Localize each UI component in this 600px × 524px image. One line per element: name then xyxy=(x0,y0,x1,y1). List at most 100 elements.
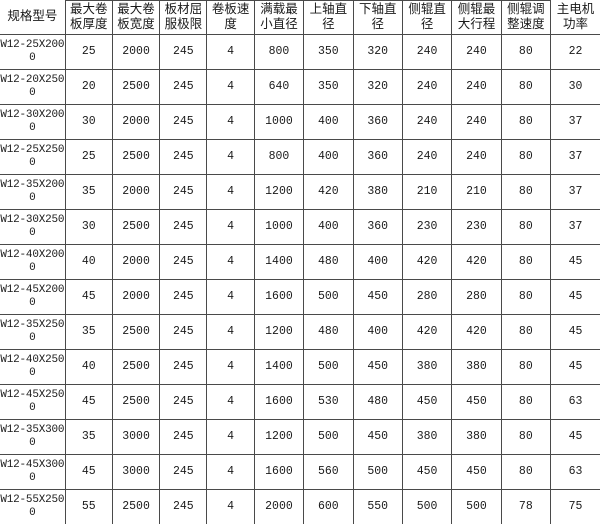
cell-value: 2500 xyxy=(111,348,161,385)
cell-value: 35 xyxy=(64,418,113,455)
cell-value: 2500 xyxy=(111,68,161,105)
table-body: W12-25X2000 25 2000 245 4 800 350 320 240 240 80 22… xyxy=(0,33,600,524)
cell-value: 245 xyxy=(159,418,208,455)
cell-value: 2000 xyxy=(253,488,305,524)
cell-value: 500 xyxy=(303,348,354,385)
cell-value: 3000 xyxy=(111,418,161,455)
cell-value: 450 xyxy=(352,278,403,315)
column-header-side-roll-diameter: 侧辊直径 xyxy=(401,0,453,35)
cell-value: 4 xyxy=(206,103,255,140)
cell-value: 280 xyxy=(401,278,453,315)
cell-value: 450 xyxy=(451,453,502,490)
cell-value: 4 xyxy=(206,33,255,70)
cell-value: 450 xyxy=(352,418,403,455)
cell-value: 450 xyxy=(401,383,453,420)
cell-value: 80 xyxy=(500,208,552,245)
cell-model: W12-20X2500 xyxy=(0,68,66,105)
cell-value: 245 xyxy=(159,173,208,210)
table-row: W12-45X2000 45 2000 245 4 1600 500 450 280 280 80 4… xyxy=(0,278,600,315)
column-header-side-roll-adjust-speed: 侧辊调整速度 xyxy=(500,0,552,35)
cell-value: 640 xyxy=(253,68,305,105)
cell-value: 30 xyxy=(64,103,113,140)
cell-value: 450 xyxy=(352,348,403,385)
cell-value: 80 xyxy=(500,418,552,455)
cell-value: 80 xyxy=(500,453,552,490)
cell-value: 45 xyxy=(64,278,113,315)
cell-value: 2500 xyxy=(111,313,161,350)
cell-value: 45 xyxy=(64,453,113,490)
cell-value: 245 xyxy=(159,488,208,524)
cell-value: 240 xyxy=(401,138,453,175)
cell-value: 80 xyxy=(500,383,552,420)
cell-value: 380 xyxy=(451,348,502,385)
cell-value: 245 xyxy=(159,33,208,70)
cell-value: 360 xyxy=(352,208,403,245)
cell-value: 245 xyxy=(159,68,208,105)
cell-model: W12-55X2500 xyxy=(0,488,66,524)
cell-value: 210 xyxy=(401,173,453,210)
cell-value: 30 xyxy=(550,68,600,105)
column-header-main-motor-power: 主电机功率 xyxy=(550,0,600,35)
cell-value: 80 xyxy=(500,313,552,350)
column-header-full-load-min-diameter: 满载最小直径 xyxy=(253,0,305,35)
cell-model: W12-40X2500 xyxy=(0,348,66,385)
cell-value: 1200 xyxy=(253,418,305,455)
table-header-row: 规格型号 最大卷板厚度 最大卷板宽度 板材屈服极限 卷板速度 满载最小直径 上轴… xyxy=(0,0,600,35)
cell-value: 45 xyxy=(550,313,600,350)
cell-value: 400 xyxy=(352,313,403,350)
table-row: W12-35X3000 35 3000 245 4 1200 500 450 380 380 80 4… xyxy=(0,418,600,455)
cell-value: 1400 xyxy=(253,243,305,280)
cell-value: 245 xyxy=(159,313,208,350)
cell-value: 245 xyxy=(159,208,208,245)
column-header-side-roll-max-stroke: 侧辊最大行程 xyxy=(451,0,502,35)
cell-model: W12-30X2500 xyxy=(0,208,66,245)
column-header-rolling-speed: 卷板速度 xyxy=(206,0,255,35)
cell-value: 1600 xyxy=(253,453,305,490)
cell-value: 230 xyxy=(451,208,502,245)
cell-value: 80 xyxy=(500,173,552,210)
cell-value: 600 xyxy=(303,488,354,524)
cell-value: 360 xyxy=(352,138,403,175)
cell-model: W12-35X2500 xyxy=(0,313,66,350)
cell-value: 420 xyxy=(401,313,453,350)
cell-value: 2500 xyxy=(111,138,161,175)
cell-model: W12-45X2000 xyxy=(0,278,66,315)
cell-model: W12-35X2000 xyxy=(0,173,66,210)
cell-model: W12-30X2000 xyxy=(0,103,66,140)
cell-value: 1400 xyxy=(253,348,305,385)
cell-value: 1000 xyxy=(253,208,305,245)
cell-value: 240 xyxy=(451,68,502,105)
cell-value: 35 xyxy=(64,313,113,350)
cell-value: 4 xyxy=(206,418,255,455)
cell-value: 550 xyxy=(352,488,403,524)
cell-value: 1000 xyxy=(253,103,305,140)
cell-value: 245 xyxy=(159,138,208,175)
cell-value: 500 xyxy=(303,418,354,455)
cell-value: 80 xyxy=(500,348,552,385)
table-row: W12-55X2500 55 2500 245 4 2000 600 550 500 500 78 7… xyxy=(0,488,600,524)
column-header-max-plate-thickness: 最大卷板厚度 xyxy=(64,0,113,35)
cell-value: 420 xyxy=(401,243,453,280)
cell-value: 1600 xyxy=(253,278,305,315)
table-row: W12-45X2500 45 2500 245 4 1600 530 480 450 450 80 6… xyxy=(0,383,600,420)
cell-value: 45 xyxy=(550,243,600,280)
cell-value: 4 xyxy=(206,383,255,420)
cell-value: 480 xyxy=(303,313,354,350)
cell-value: 280 xyxy=(451,278,502,315)
cell-value: 80 xyxy=(500,103,552,140)
cell-value: 4 xyxy=(206,453,255,490)
cell-value: 80 xyxy=(500,278,552,315)
cell-value: 245 xyxy=(159,383,208,420)
column-header-max-plate-width: 最大卷板宽度 xyxy=(111,0,161,35)
cell-value: 500 xyxy=(303,278,354,315)
cell-value: 3000 xyxy=(111,453,161,490)
cell-value: 45 xyxy=(550,278,600,315)
cell-value: 2000 xyxy=(111,243,161,280)
cell-model: W12-40X2000 xyxy=(0,243,66,280)
cell-model: W12-25X2500 xyxy=(0,138,66,175)
table-row: W12-35X2500 35 2500 245 4 1200 480 400 420 420 80 4… xyxy=(0,313,600,350)
cell-value: 245 xyxy=(159,348,208,385)
cell-value: 4 xyxy=(206,348,255,385)
cell-value: 500 xyxy=(451,488,502,524)
